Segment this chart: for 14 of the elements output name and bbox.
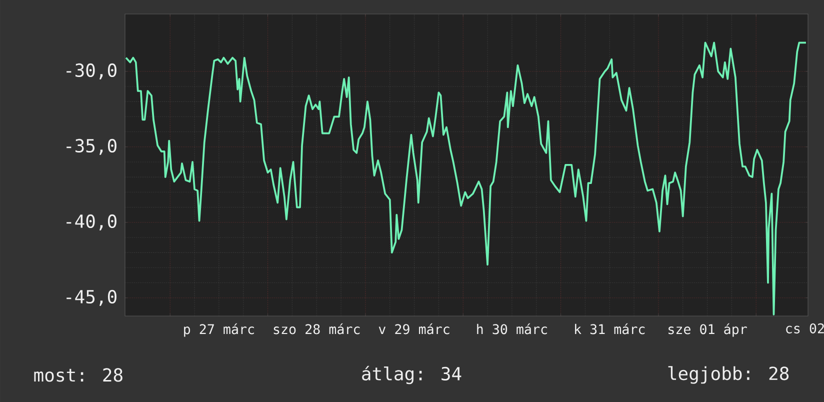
text: átlag: 34 xyxy=(362,366,462,384)
x-tick-label: v 29 márc xyxy=(378,323,450,334)
y-tick-label: -35,0 xyxy=(66,138,116,155)
x-tick-label: sze 01 ápr xyxy=(668,323,747,337)
x-tick-label: p 27 márc xyxy=(184,323,254,337)
x-tick-label: k 31 márc xyxy=(575,323,645,334)
y-tick-label: -30,0 xyxy=(66,63,116,80)
text: most: 28 xyxy=(34,368,122,382)
x-tick-label: szo 28 márc xyxy=(274,323,360,334)
y-tick-label: -40,0 xyxy=(66,214,116,230)
x-tick-label: cs 02 xyxy=(786,323,824,334)
y-tick-label: -45,0 xyxy=(66,290,116,306)
x-tick-label: h 30 márc xyxy=(477,323,547,334)
text: legjobb: 28 xyxy=(668,366,789,384)
